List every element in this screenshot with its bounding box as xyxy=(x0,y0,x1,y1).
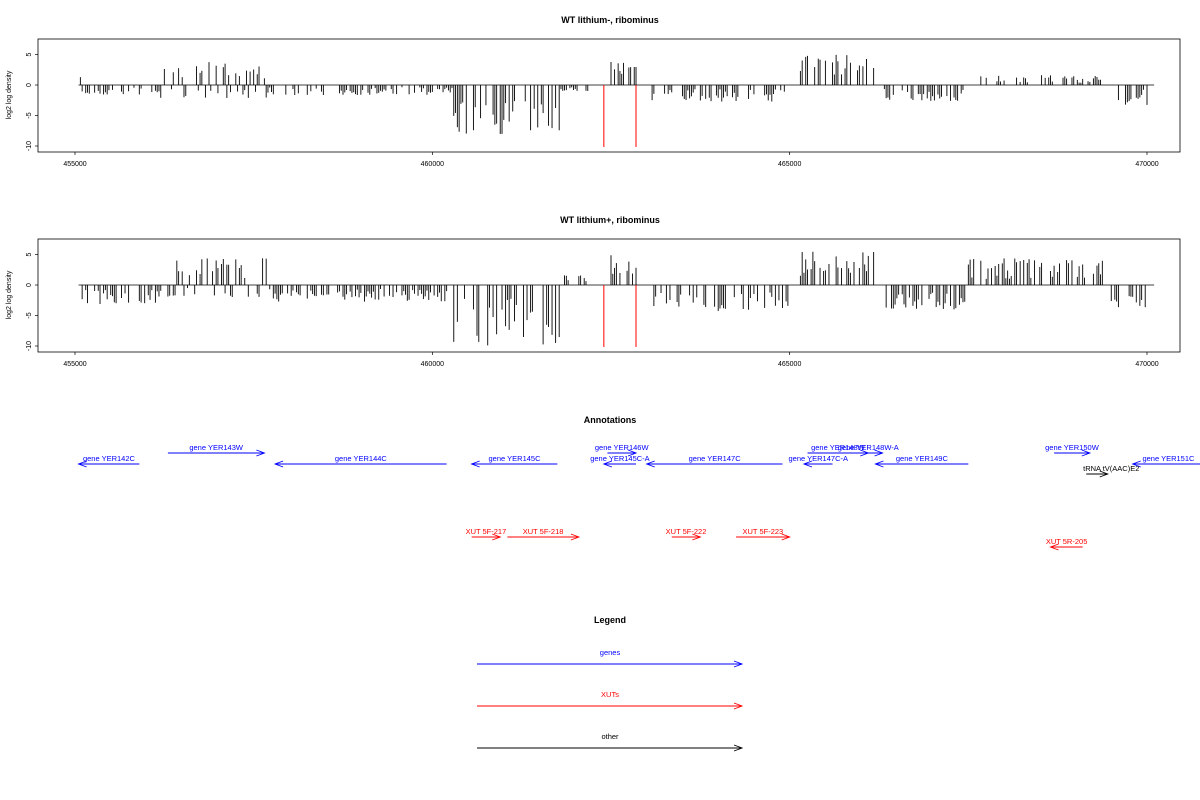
xut-arrowhead xyxy=(1049,543,1059,551)
y-tick-label: 0 xyxy=(26,83,33,87)
legend-label: other xyxy=(601,732,619,741)
axes: 455000 460000 465000 470000 5 0 -5 -10 xyxy=(26,52,1159,168)
panel-title: WT lithium+, ribominus xyxy=(560,215,660,225)
legend-title: Legend xyxy=(594,615,626,625)
y-axis-label: log2 log density xyxy=(6,270,13,319)
gene-arrowhead xyxy=(874,460,884,468)
gene-feature: gene YER149C xyxy=(874,454,969,468)
y-tick-label: -5 xyxy=(26,312,33,318)
x-tick-label: 455000 xyxy=(63,361,86,368)
gene-feature: gene YER150W xyxy=(1045,443,1100,457)
xut-label: XUT 5R-205 xyxy=(1046,537,1088,546)
plot-frame xyxy=(37,238,1181,353)
xut-label: XUT 5F-217 xyxy=(466,527,507,536)
gene-label: gene YER145C-A xyxy=(590,454,649,463)
xut-arrowhead xyxy=(781,533,791,541)
other-feature: tRNA tV(AAC)E2 xyxy=(1083,464,1139,478)
gene-label: gene YER145C xyxy=(489,454,542,463)
y-tick-label: 0 xyxy=(26,283,33,287)
density-bars xyxy=(78,54,1155,147)
y-tick-label: 5 xyxy=(26,252,33,256)
xut-feature: XUT 5F-217 xyxy=(466,527,507,541)
gene-feature: gene YER144C xyxy=(273,454,447,468)
gene-label: gene YER142C xyxy=(83,454,136,463)
legend-item: XUTs xyxy=(477,690,744,710)
xut-arrowhead xyxy=(492,533,502,541)
xut-feature: XUT 5F-218 xyxy=(507,527,581,541)
other-label: tRNA tV(AAC)E2 xyxy=(1083,464,1139,473)
legend-item: genes xyxy=(477,648,744,668)
gene-arrowhead xyxy=(470,460,480,468)
gene-arrowhead xyxy=(645,460,655,468)
legend-label: XUTs xyxy=(601,690,619,699)
gene-feature: gene YER146W xyxy=(595,443,650,457)
xut-label: XUT 5F-223 xyxy=(743,527,784,536)
legend-arrowhead xyxy=(733,702,744,710)
legend-items: genes XUTs other xyxy=(477,648,744,752)
gene-feature: gene YER147C xyxy=(645,454,783,468)
gene-label: gene YER143W xyxy=(189,443,244,452)
density-bars xyxy=(78,251,1155,347)
legend-arrowhead xyxy=(733,744,744,752)
legend-arrowhead xyxy=(733,660,744,668)
legend-item: other xyxy=(477,732,744,752)
gene-arrowhead xyxy=(1131,460,1141,468)
xut-label: XUT 5F-218 xyxy=(523,527,564,536)
x-tick-label: 465000 xyxy=(778,361,801,368)
x-tick-label: 460000 xyxy=(421,361,444,368)
density-panel-lithium-minus: WT lithium-, ribominus log2 log density … xyxy=(6,15,1181,168)
gene-feature: gene YER148W-A xyxy=(838,443,899,457)
legend: Legend genes XUTs other xyxy=(477,615,744,752)
gene-label: gene YER144C xyxy=(335,454,388,463)
y-tick-label: -5 xyxy=(26,112,33,118)
gene-label: gene YER149C xyxy=(896,454,949,463)
xut-feature: XUT 5F-222 xyxy=(666,527,707,541)
gene-feature: gene YER142C xyxy=(77,454,140,468)
gene-label: gene YER148W xyxy=(811,443,866,452)
y-axis-label: log2 log density xyxy=(6,70,13,119)
x-tick-label: 470000 xyxy=(1135,161,1158,168)
gene-label: gene YER148W-A xyxy=(838,443,899,452)
gene-arrowhead xyxy=(77,460,87,468)
axes: 455000 460000 465000 470000 5 0 -5 -10 xyxy=(26,252,1159,368)
y-tick-label: -10 xyxy=(26,341,33,351)
gene-feature: gene YER143W xyxy=(167,443,266,457)
gene-arrowhead xyxy=(627,449,638,457)
density-panel-lithium-plus: WT lithium+, ribominus log2 log density … xyxy=(6,215,1181,368)
other-arrowhead xyxy=(1099,470,1109,478)
gene-feature: gene YER145C-A xyxy=(590,454,650,468)
gene-feature: gene YER147C-A xyxy=(789,454,848,468)
annotations-title: Annotations xyxy=(584,415,637,425)
panel-title: WT lithium-, ribominus xyxy=(561,15,659,25)
x-tick-label: 470000 xyxy=(1135,361,1158,368)
x-tick-label: 460000 xyxy=(421,161,444,168)
x-tick-label: 455000 xyxy=(63,161,86,168)
x-tick-label: 465000 xyxy=(778,161,801,168)
gene-label: gene YER147C xyxy=(689,454,742,463)
gene-arrowhead xyxy=(802,460,813,468)
annotation-features: gene YER142C gene YER143W gene YER144C gene… xyxy=(77,443,1200,551)
gene-label: gene YER146W xyxy=(595,443,650,452)
xut-feature: XUT 5R-205 xyxy=(1046,537,1088,551)
gene-arrowhead xyxy=(256,449,266,457)
gene-arrowhead xyxy=(874,449,884,457)
gene-feature: gene YER145C xyxy=(470,454,558,468)
gene-label: gene YER147C-A xyxy=(789,454,848,463)
plot-frame xyxy=(37,38,1181,153)
gene-arrowhead xyxy=(273,460,284,468)
gene-arrowhead xyxy=(602,460,613,468)
y-tick-label: 5 xyxy=(26,52,33,56)
legend-label: genes xyxy=(600,648,621,657)
xut-feature: XUT 5F-223 xyxy=(736,527,791,541)
gene-feature: gene YER151C xyxy=(1131,454,1200,468)
xut-label: XUT 5F-222 xyxy=(666,527,707,536)
xut-arrowhead xyxy=(570,533,581,541)
gene-arrowhead xyxy=(1081,449,1092,457)
y-tick-label: -10 xyxy=(26,141,33,151)
gene-label: gene YER150W xyxy=(1045,443,1100,452)
gene-label: gene YER151C xyxy=(1142,454,1195,463)
xut-arrowhead xyxy=(692,533,702,541)
